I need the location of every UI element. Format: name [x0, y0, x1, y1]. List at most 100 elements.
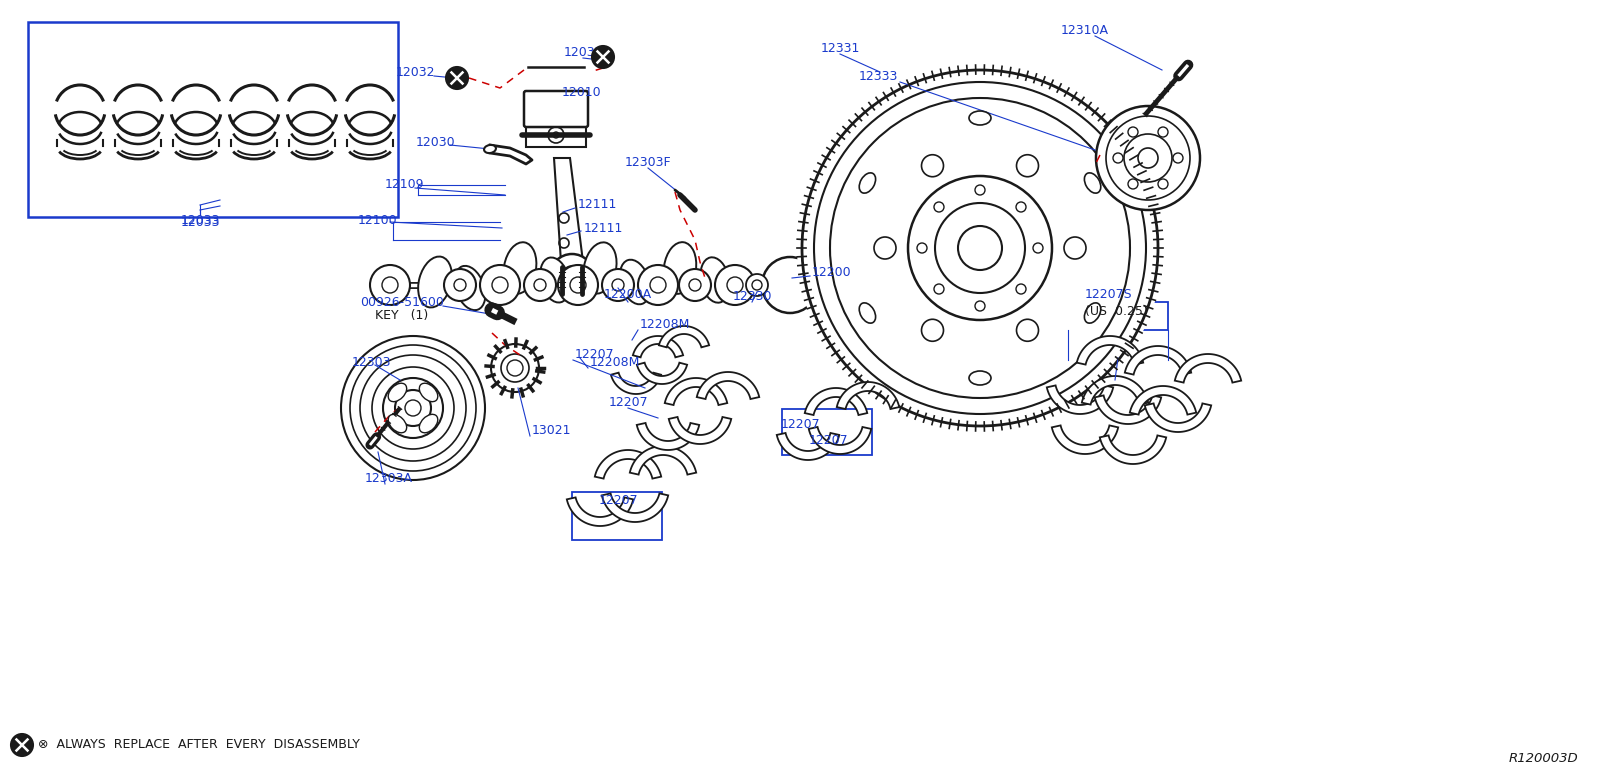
Text: 12207: 12207	[808, 434, 848, 446]
Circle shape	[602, 269, 634, 301]
Circle shape	[678, 269, 710, 301]
Polygon shape	[664, 378, 728, 405]
Polygon shape	[634, 336, 683, 357]
Polygon shape	[611, 373, 661, 394]
Text: 12330: 12330	[733, 290, 771, 302]
Ellipse shape	[389, 383, 406, 402]
Bar	[1069, 302, 1168, 330]
Ellipse shape	[418, 257, 451, 308]
Polygon shape	[837, 382, 899, 409]
Circle shape	[638, 265, 678, 305]
Circle shape	[1114, 153, 1123, 163]
Circle shape	[562, 266, 582, 286]
Ellipse shape	[859, 303, 875, 323]
Circle shape	[382, 277, 398, 293]
Ellipse shape	[419, 383, 438, 402]
Text: 12303: 12303	[352, 355, 392, 369]
Circle shape	[507, 360, 523, 376]
Circle shape	[493, 277, 509, 293]
Circle shape	[813, 277, 829, 293]
Polygon shape	[637, 423, 699, 450]
Circle shape	[802, 70, 1158, 426]
Ellipse shape	[504, 242, 536, 294]
Circle shape	[922, 155, 944, 177]
Polygon shape	[566, 497, 634, 526]
Circle shape	[405, 400, 421, 416]
Circle shape	[360, 355, 466, 461]
Circle shape	[814, 82, 1146, 414]
Circle shape	[752, 280, 762, 290]
Text: 12033: 12033	[181, 215, 219, 229]
Circle shape	[350, 345, 477, 471]
Ellipse shape	[419, 414, 438, 433]
Polygon shape	[554, 158, 582, 262]
Circle shape	[934, 202, 944, 212]
Circle shape	[917, 243, 926, 253]
Text: 13021: 13021	[531, 424, 571, 436]
Circle shape	[762, 257, 818, 313]
Text: 12207: 12207	[574, 348, 614, 362]
Circle shape	[1016, 202, 1026, 212]
Polygon shape	[1082, 376, 1149, 405]
Circle shape	[650, 277, 666, 293]
Circle shape	[1158, 179, 1168, 189]
Polygon shape	[696, 372, 760, 399]
Text: 12208M: 12208M	[590, 355, 640, 369]
Circle shape	[525, 269, 557, 301]
Circle shape	[1138, 148, 1158, 168]
Circle shape	[446, 67, 467, 89]
Polygon shape	[1094, 395, 1162, 424]
Circle shape	[382, 378, 443, 438]
Circle shape	[1064, 237, 1086, 259]
Polygon shape	[1099, 435, 1166, 464]
Circle shape	[1096, 106, 1200, 210]
Text: 12310A: 12310A	[1061, 23, 1109, 37]
Polygon shape	[1046, 385, 1114, 414]
Text: 12208M: 12208M	[640, 317, 690, 330]
Text: 12030: 12030	[416, 135, 456, 149]
Circle shape	[1034, 243, 1043, 253]
Circle shape	[491, 344, 539, 392]
Polygon shape	[637, 363, 686, 384]
Ellipse shape	[389, 414, 406, 433]
Text: 12331: 12331	[821, 41, 859, 55]
Circle shape	[550, 254, 594, 298]
Circle shape	[1106, 116, 1190, 200]
Circle shape	[934, 284, 944, 294]
Ellipse shape	[1085, 303, 1101, 323]
Text: (US  0.25): (US 0.25)	[1085, 305, 1147, 319]
Circle shape	[1128, 127, 1138, 137]
Ellipse shape	[859, 173, 875, 193]
Circle shape	[974, 185, 986, 195]
Ellipse shape	[619, 260, 650, 305]
Bar	[526, 127, 586, 147]
Ellipse shape	[485, 145, 496, 153]
Circle shape	[1173, 153, 1182, 163]
Circle shape	[1016, 284, 1026, 294]
Circle shape	[1016, 155, 1038, 177]
Text: 12111: 12111	[584, 222, 624, 234]
Polygon shape	[595, 450, 661, 478]
Circle shape	[1123, 134, 1171, 182]
Circle shape	[570, 277, 586, 293]
Circle shape	[454, 279, 466, 291]
Circle shape	[1128, 179, 1138, 189]
Circle shape	[341, 336, 485, 480]
Polygon shape	[1174, 354, 1242, 383]
Text: 00926-51600: 00926-51600	[360, 295, 443, 309]
Text: 12333: 12333	[858, 70, 898, 82]
Text: 12033: 12033	[181, 214, 219, 226]
Text: 12207S: 12207S	[1085, 288, 1133, 301]
Ellipse shape	[701, 258, 730, 303]
Ellipse shape	[584, 243, 616, 294]
Circle shape	[611, 279, 624, 291]
Text: 12200A: 12200A	[603, 288, 653, 301]
Text: 12207: 12207	[608, 395, 648, 409]
Circle shape	[501, 354, 530, 382]
Circle shape	[715, 265, 755, 305]
Text: 12109: 12109	[386, 179, 424, 192]
Circle shape	[554, 132, 558, 138]
Ellipse shape	[454, 266, 485, 310]
Polygon shape	[805, 388, 867, 415]
Polygon shape	[1130, 386, 1197, 414]
